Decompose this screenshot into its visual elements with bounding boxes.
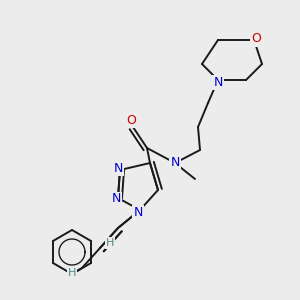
Text: N: N (111, 193, 121, 206)
Text: H: H (106, 238, 114, 248)
Text: N: N (113, 161, 123, 175)
Text: O: O (251, 32, 261, 46)
Text: N: N (213, 76, 223, 88)
Text: N: N (170, 157, 180, 169)
Text: O: O (126, 113, 136, 127)
Text: H: H (68, 268, 76, 278)
Text: N: N (133, 206, 143, 218)
